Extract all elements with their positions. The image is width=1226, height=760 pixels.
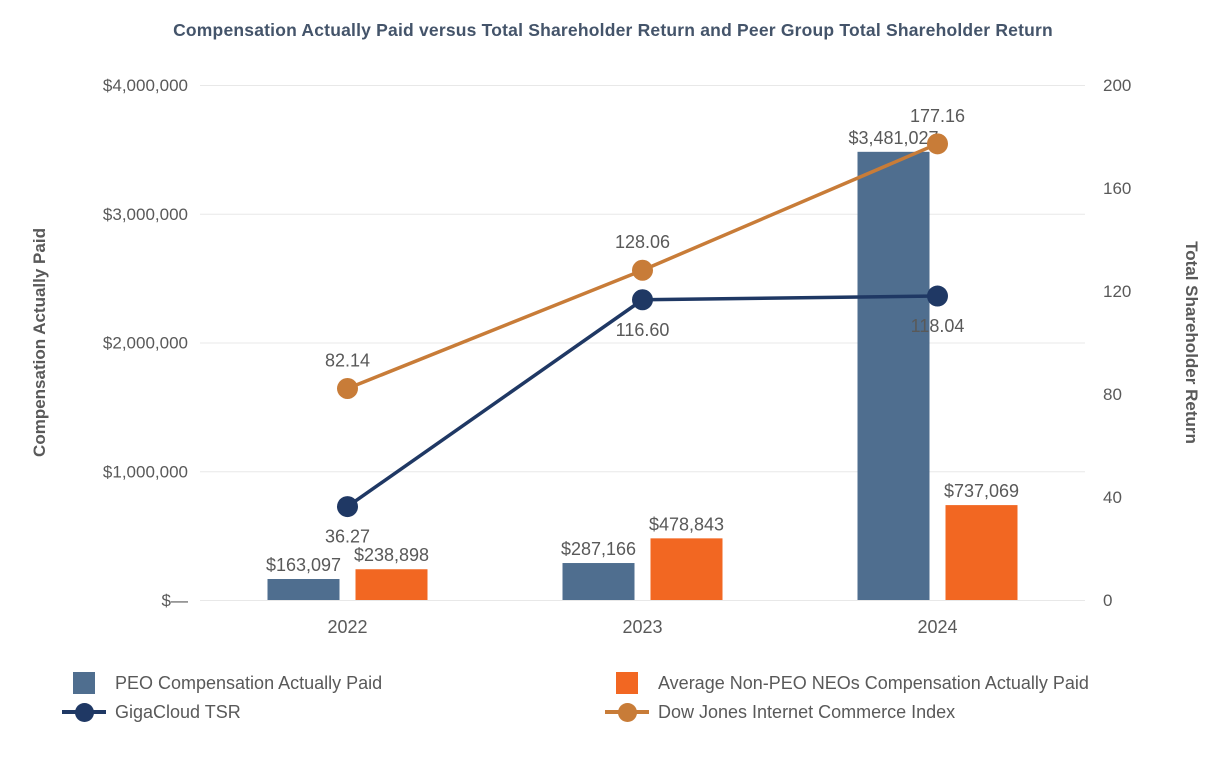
x-axis-label: 2024 — [917, 617, 957, 637]
bar-neo-compensation — [650, 538, 723, 600]
left-axis-tick-label: $— — [162, 591, 188, 610]
line-data-label: 116.60 — [616, 320, 670, 340]
bar-data-label: $163,097 — [266, 555, 341, 575]
line-marker — [337, 377, 358, 399]
bar-data-label: $3,481,027 — [848, 128, 938, 148]
left-axis-tick-label: $1,000,000 — [103, 462, 188, 481]
line-data-label: 36.27 — [325, 527, 370, 547]
line-marker — [927, 133, 948, 155]
legend-label-gigacloud-tsr: GigaCloud TSR — [115, 702, 241, 722]
line-marker — [927, 285, 948, 307]
bar-peo-compensation — [562, 563, 635, 600]
right-axis-title: Total Shareholder Return — [1182, 241, 1201, 444]
peo-bar-swatch-icon — [62, 672, 106, 694]
dot-swatch-shape — [74, 702, 94, 722]
right-axis-tick-label: 0 — [1103, 591, 1112, 610]
right-axis-tick-label: 160 — [1103, 179, 1131, 198]
neo-bar-swatch-icon — [605, 672, 649, 694]
left-axis-title: Compensation Actually Paid — [30, 228, 49, 457]
line-marker — [337, 496, 358, 518]
gigacloud-line-swatch-icon — [62, 701, 106, 723]
dot-swatch-shape — [617, 702, 637, 722]
bar-data-label: $737,069 — [944, 481, 1019, 501]
bar-data-label: $287,166 — [561, 539, 636, 559]
bar-data-label: $478,843 — [649, 514, 724, 534]
left-axis-tick-label: $3,000,000 — [103, 205, 188, 224]
left-axis-tick-label: $2,000,000 — [103, 334, 188, 353]
square-swatch-shape — [73, 672, 95, 694]
line-data-label: 177.16 — [910, 106, 965, 126]
legend-item-neo-compensation: Average Non-PEO NEOs Compensation Actual… — [605, 671, 1192, 695]
line-data-label: 118.04 — [911, 316, 965, 336]
legend-label-dow-jones-index: Dow Jones Internet Commerce Index — [658, 702, 956, 722]
right-axis-tick-label: 120 — [1103, 282, 1131, 301]
legend-item-peo-compensation: PEO Compensation Actually Paid — [62, 671, 605, 695]
line-marker — [632, 259, 653, 281]
right-axis-tick-label: 80 — [1103, 385, 1122, 404]
line-data-label: 82.14 — [325, 350, 370, 370]
dow-jones-line-swatch-icon — [605, 701, 649, 723]
right-axis-tick-label: 40 — [1103, 488, 1122, 507]
bar-neo-compensation — [355, 569, 428, 600]
right-axis-tick-label: 200 — [1103, 76, 1131, 95]
legend-item-dow-jones-index: Dow Jones Internet Commerce Index — [605, 700, 1192, 724]
bar-peo-compensation — [267, 579, 340, 600]
bar-peo-compensation — [857, 151, 930, 600]
legend: PEO Compensation Actually Paid Average N… — [62, 671, 1192, 724]
legend-label-neo-compensation: Average Non-PEO NEOs Compensation Actual… — [658, 673, 1089, 693]
x-axis-label: 2023 — [622, 617, 662, 637]
line-marker — [632, 289, 653, 311]
legend-label-peo-compensation: PEO Compensation Actually Paid — [115, 673, 383, 693]
bar-data-label: $238,898 — [354, 545, 429, 565]
bar-neo-compensation — [945, 505, 1018, 600]
square-swatch-shape — [616, 672, 638, 694]
chart-title: Compensation Actually Paid versus Total … — [173, 20, 1053, 40]
left-axis-tick-label: $4,000,000 — [103, 76, 188, 95]
legend-item-gigacloud-tsr: GigaCloud TSR — [62, 700, 605, 724]
x-axis-label: 2022 — [327, 617, 367, 637]
line-data-label: 128.06 — [615, 232, 670, 252]
